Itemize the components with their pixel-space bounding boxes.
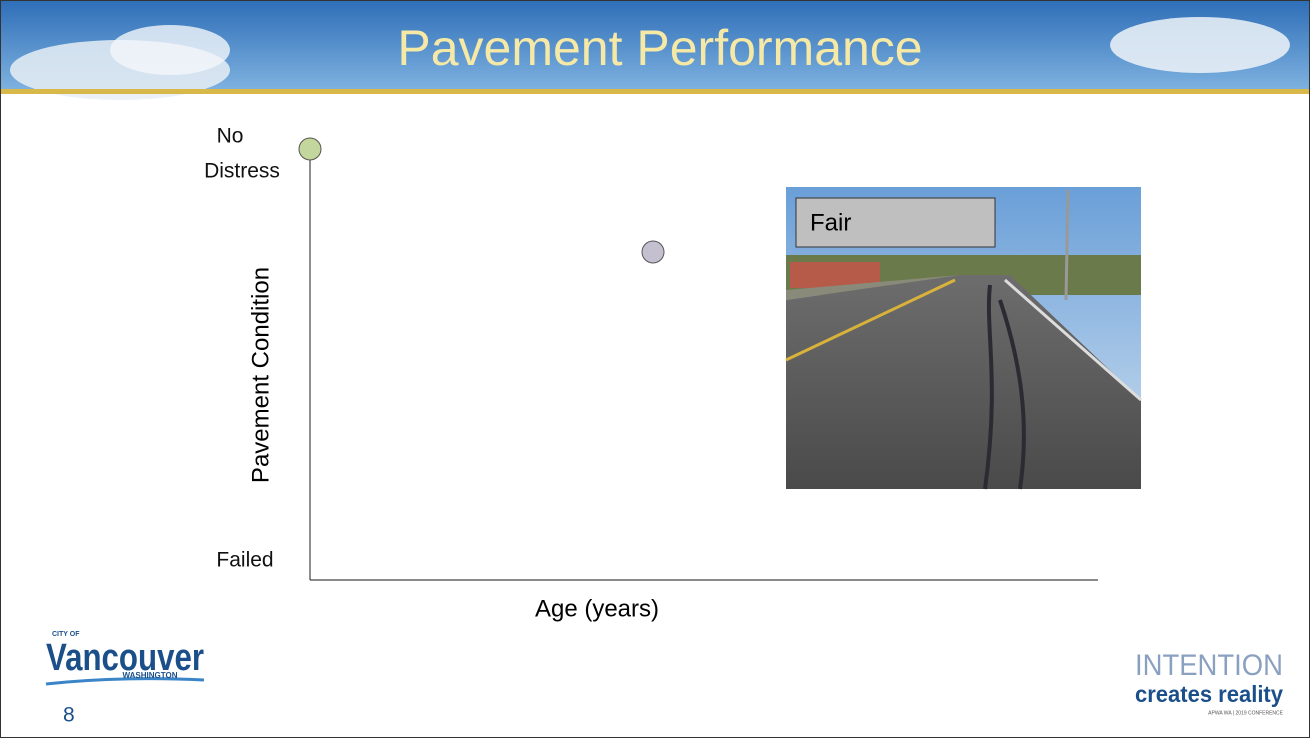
y-top-label: Distress xyxy=(204,160,280,183)
photo-label: Fair xyxy=(810,209,851,236)
photo-pole xyxy=(1066,190,1068,300)
cloud xyxy=(1110,17,1290,73)
cloud xyxy=(110,25,230,75)
x-axis-label: Age (years) xyxy=(535,595,659,622)
logo-state: WASHINGTON xyxy=(123,671,178,680)
slide: Pavement Performance No Distress Failed … xyxy=(0,0,1310,738)
page-number: 8 xyxy=(63,704,75,727)
header: Pavement Performance xyxy=(1,1,1309,100)
conference-line1: INTENTION xyxy=(1135,649,1283,682)
y-axis-label: Pavement Condition xyxy=(247,267,274,483)
point-fair xyxy=(642,241,664,263)
road-photo: Fair xyxy=(786,187,1141,489)
y-bottom-label: Failed xyxy=(216,549,273,572)
slide-title: Pavement Performance xyxy=(397,20,922,76)
conference-line2: creates reality xyxy=(1135,681,1283,707)
y-top-label: No xyxy=(217,125,244,148)
conference-line3: APWA WA | 2019 CONFERENCE xyxy=(1208,710,1284,716)
point-new xyxy=(299,138,321,160)
header-rule xyxy=(1,89,1309,94)
